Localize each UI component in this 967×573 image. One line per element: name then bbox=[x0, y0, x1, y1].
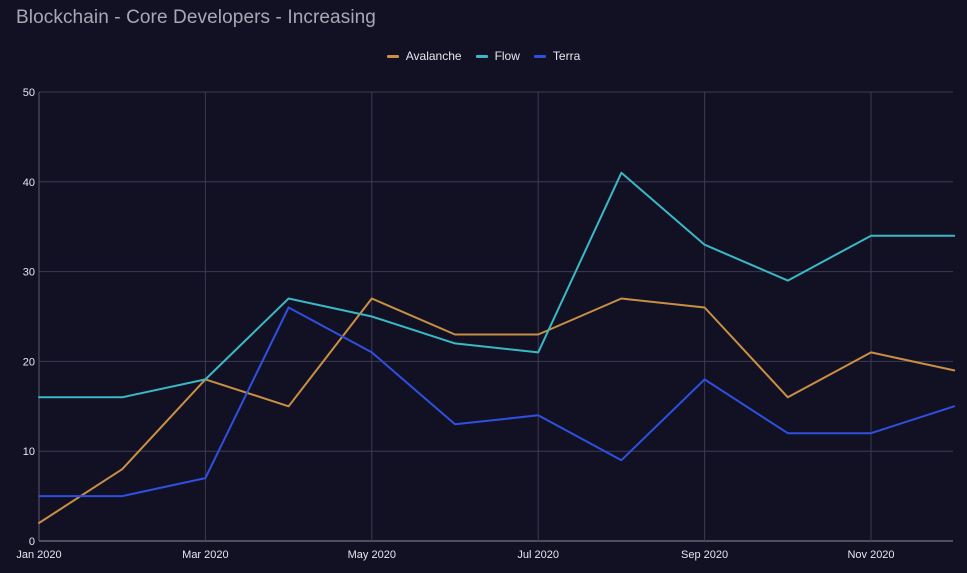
x-tick-label-8: Sep 2020 bbox=[681, 549, 728, 561]
legend-item-terra[interactable]: Terra bbox=[533, 49, 581, 63]
y-tick-label-20: 20 bbox=[23, 356, 35, 368]
x-tick-label-10: Nov 2020 bbox=[847, 549, 894, 561]
series-line-flow bbox=[38, 171, 956, 399]
y-tick-label-50: 50 bbox=[23, 87, 35, 99]
legend-label-avalanche: Avalanche bbox=[405, 49, 462, 63]
legend-swatch-flow bbox=[475, 54, 488, 58]
y-tick-label-40: 40 bbox=[23, 177, 35, 189]
x-tick-label-0: Jan 2020 bbox=[16, 549, 61, 561]
y-tick-label-0: 0 bbox=[29, 536, 35, 548]
legend-label-flow: Flow bbox=[494, 49, 520, 63]
legend-item-flow[interactable]: Flow bbox=[475, 49, 520, 63]
y-tick-label-10: 10 bbox=[23, 446, 35, 458]
legend-swatch-terra bbox=[533, 54, 546, 58]
chart-legend: Avalanche Flow Terra bbox=[0, 49, 967, 63]
legend-label-terra: Terra bbox=[552, 49, 581, 63]
series-line-terra bbox=[38, 306, 956, 498]
legend-item-avalanche[interactable]: Avalanche bbox=[386, 49, 462, 63]
y-tick-label-30: 30 bbox=[23, 267, 35, 279]
x-tick-label-2: Mar 2020 bbox=[182, 549, 228, 561]
series-line-avalanche bbox=[38, 297, 956, 524]
legend-swatch-avalanche bbox=[386, 54, 399, 58]
chart-title: Blockchain - Core Developers - Increasin… bbox=[16, 7, 376, 28]
x-tick-label-6: Jul 2020 bbox=[517, 549, 559, 561]
x-tick-label-4: May 2020 bbox=[348, 549, 396, 561]
